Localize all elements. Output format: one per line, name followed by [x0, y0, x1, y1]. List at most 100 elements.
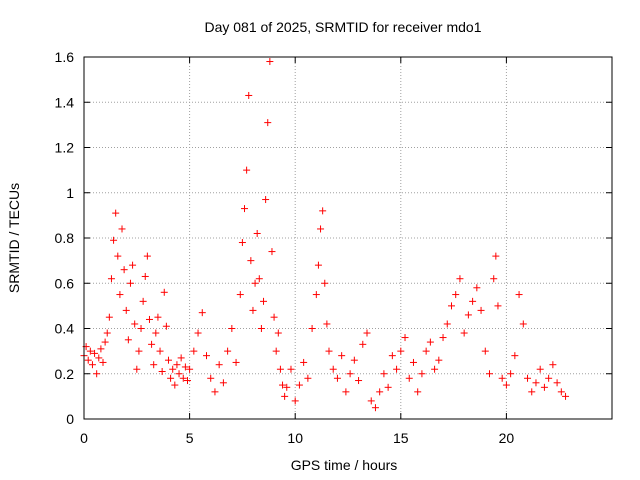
data-point [435, 356, 443, 364]
data-point [456, 275, 464, 283]
y-tick-label: 0.2 [55, 366, 75, 382]
data-point [321, 279, 329, 287]
data-point [232, 358, 240, 366]
data-point [122, 306, 130, 314]
data-point [124, 336, 132, 344]
data-point [274, 329, 282, 337]
x-axis-label: GPS time / hours [291, 457, 398, 473]
data-point [148, 340, 156, 348]
data-point [143, 252, 151, 260]
data-point [295, 381, 303, 389]
data-point [202, 352, 210, 360]
data-point [393, 365, 401, 373]
data-point [99, 358, 107, 366]
data-point [266, 58, 274, 66]
y-axis: 0 0.2 0.4 0.6 0.8 1 1.2 1.4 1.6 [55, 49, 612, 427]
data-point [238, 239, 246, 247]
data-point [101, 338, 109, 346]
data-point [114, 252, 122, 260]
data-point [376, 388, 384, 396]
data-point [272, 347, 280, 355]
y-tick-label: 0 [66, 411, 74, 427]
data-point [129, 261, 137, 269]
data-point [384, 383, 392, 391]
data-point [426, 338, 434, 346]
data-point [150, 361, 158, 369]
y-tick-label: 0.6 [55, 275, 75, 291]
data-point [183, 377, 191, 385]
data-point [397, 347, 405, 355]
data-point [281, 392, 289, 400]
data-point [283, 383, 291, 391]
data-point [131, 320, 139, 328]
data-point [276, 365, 284, 373]
data-point [173, 361, 181, 369]
data-point [145, 315, 153, 323]
data-point [388, 352, 396, 360]
data-point [371, 404, 379, 412]
data-point [304, 374, 312, 382]
data-point [120, 266, 128, 274]
data-point [268, 248, 276, 256]
y-tick-label: 1.2 [55, 140, 75, 156]
data-point [245, 91, 253, 99]
data-point [154, 313, 162, 321]
data-point [236, 291, 244, 299]
data-point [251, 279, 259, 287]
data-point [308, 325, 316, 332]
data-point [181, 363, 189, 371]
data-point [536, 365, 544, 373]
data-point [253, 229, 261, 237]
data-point [243, 166, 251, 174]
data-point [93, 370, 101, 378]
data-point [160, 288, 168, 296]
data-point [112, 209, 120, 217]
data-point [215, 361, 223, 369]
data-point [224, 347, 232, 355]
data-point [95, 354, 103, 362]
data-point [167, 374, 175, 382]
data-point [414, 388, 422, 396]
data-point [91, 349, 99, 357]
data-point [409, 358, 417, 366]
data-point [507, 370, 515, 378]
data-point [363, 329, 371, 337]
data-point [179, 374, 187, 382]
data-point [156, 347, 164, 355]
data-point [464, 311, 472, 319]
data-point [162, 322, 170, 330]
data-point [439, 334, 447, 342]
data-point [171, 381, 179, 389]
chart-title: Day 081 of 2025, SRMTID for receiver mdo… [204, 19, 481, 35]
data-point [110, 236, 118, 244]
data-point [241, 205, 249, 213]
data-point [319, 207, 327, 215]
data-point [515, 291, 523, 299]
data-point [338, 352, 346, 360]
data-point [447, 302, 455, 310]
y-tick-label: 1 [66, 185, 74, 201]
data-point [452, 291, 460, 299]
data-point [329, 365, 337, 373]
data-point [405, 374, 413, 382]
data-point [228, 325, 236, 332]
data-point [249, 306, 257, 314]
x-tick-label: 15 [393, 430, 409, 446]
y-tick-label: 1.6 [55, 49, 75, 65]
data-point [557, 388, 565, 396]
data-point [540, 383, 548, 391]
data-point [477, 306, 485, 314]
data-point [84, 356, 92, 364]
data-point [139, 297, 147, 305]
x-tick-label: 5 [186, 430, 194, 446]
data-point [532, 379, 540, 387]
data-point [186, 365, 194, 373]
data-point [490, 275, 498, 283]
y-tick-label: 1.4 [55, 94, 75, 110]
data-point [158, 367, 166, 375]
data-point [219, 379, 227, 387]
data-point [528, 388, 536, 396]
data-point [141, 272, 149, 280]
y-tick-label: 0.4 [55, 321, 75, 337]
